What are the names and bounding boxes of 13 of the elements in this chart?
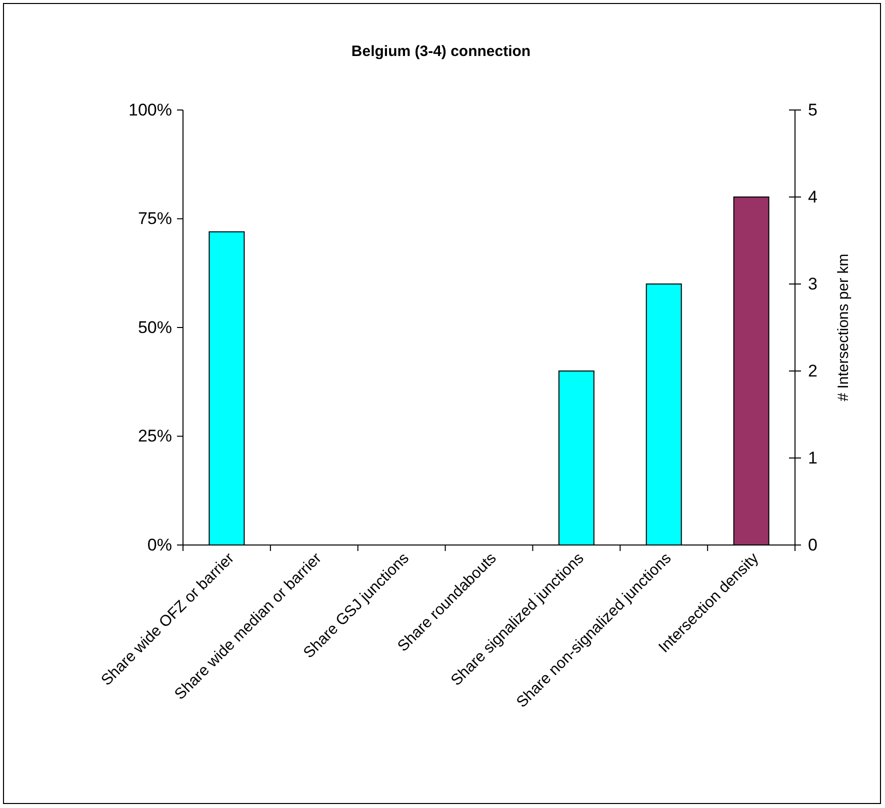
y2-tick-label: 2 xyxy=(808,361,818,380)
chart-title: Belgium (3-4) connection xyxy=(351,43,531,60)
y2-tick-label: 0 xyxy=(808,535,818,554)
y2-tick-label: 3 xyxy=(808,274,818,294)
y2-axis-title: # Intersections per km xyxy=(835,254,852,402)
y-tick-label: 25% xyxy=(138,426,172,446)
y2-tick-label: 5 xyxy=(808,100,818,120)
y2-tick-label: 4 xyxy=(808,187,818,206)
y-tick-label: 100% xyxy=(128,100,172,120)
y2-tick-label: 1 xyxy=(808,448,818,468)
y-tick-label: 50% xyxy=(138,318,172,337)
y-tick-label: 75% xyxy=(138,209,172,228)
y-tick-label: 0% xyxy=(147,535,172,554)
